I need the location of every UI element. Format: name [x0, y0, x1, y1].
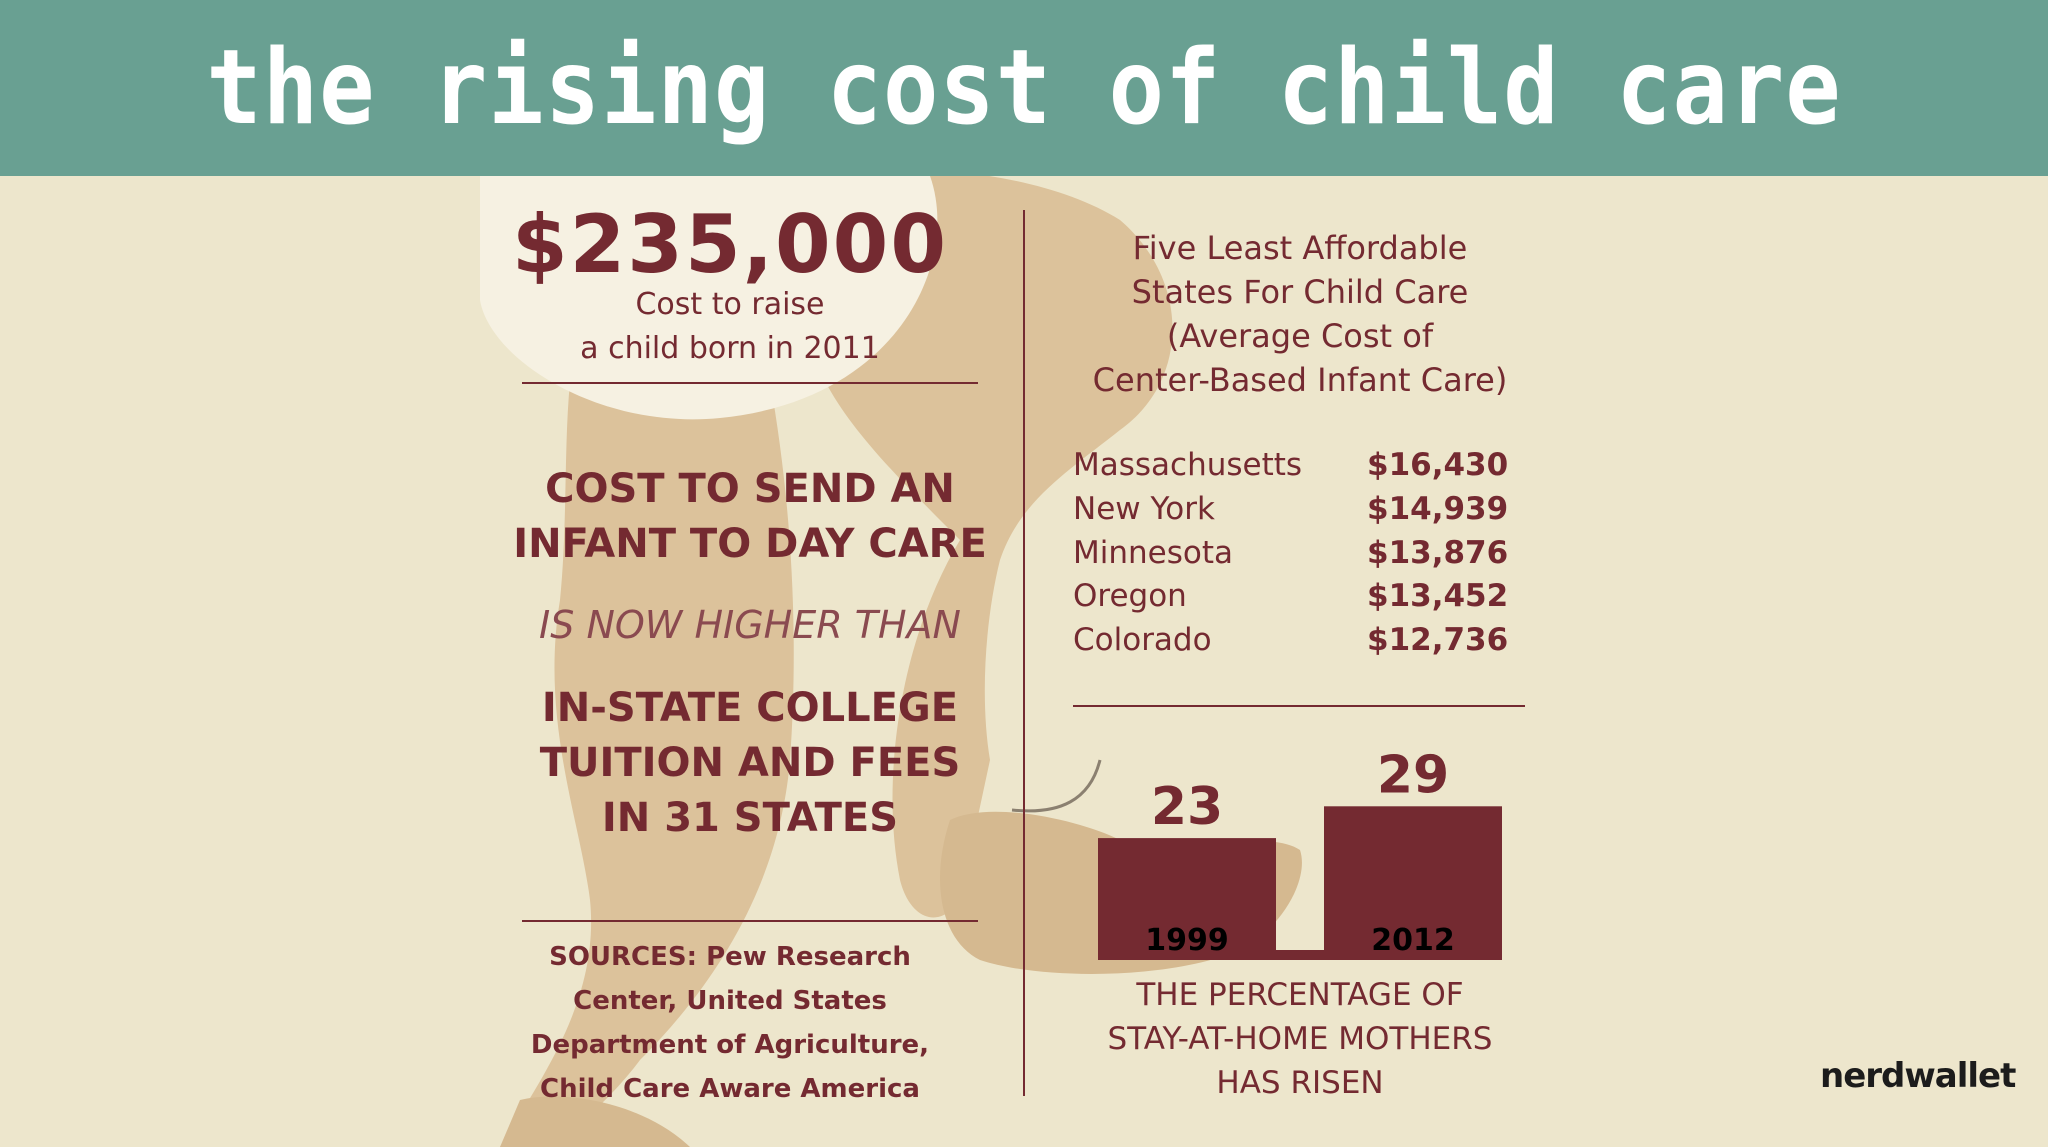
sources-line-2: Center, United States: [573, 986, 887, 1016]
state-cost: $13,452: [1367, 578, 1509, 614]
state-name: Minnesota: [1073, 535, 1233, 571]
state-name: Massachusetts: [1073, 447, 1303, 483]
cost-caption-line-1: Cost to raise: [635, 287, 825, 322]
stay-caption-line-1: THE PERCENTAGE OF: [1136, 977, 1464, 1013]
sources-line-3: Department of Agriculture,: [530, 1030, 930, 1060]
stay-caption-line-3: HAS RISEN: [1216, 1065, 1384, 1101]
left-divider-bottom: [522, 920, 978, 922]
cost-to-raise-caption: Cost to raise a child born in 2011: [520, 283, 940, 371]
baby-left-foot: [500, 1096, 690, 1147]
daycare-line-1: COST TO SEND AN: [545, 466, 955, 512]
nerdwallet-logo: nerdwallet: [1820, 1056, 2016, 1096]
states-title-line-3: (Average Cost of: [1166, 317, 1434, 355]
stay-at-home-bar-chart: 23 1999 29 2012: [1098, 745, 1502, 960]
page-title: the rising cost of child care: [206, 28, 1842, 148]
baby-left-leg: [500, 320, 794, 1147]
bar-1999: [1098, 838, 1276, 960]
states-title: Five Least Affordable States For Child C…: [1060, 226, 1540, 402]
bar-value-label: 29: [1377, 745, 1449, 805]
state-name: New York: [1073, 491, 1215, 527]
baby-diaper: [480, 176, 938, 420]
bar-category-label: 2012: [1371, 923, 1455, 958]
college-line-3: IN 31 STATES: [601, 795, 899, 841]
column-divider: [1023, 210, 1025, 1096]
sources-text: SOURCES: Pew Research Center, United Sta…: [480, 935, 980, 1111]
daycare-heading: COST TO SEND AN INFANT TO DAY CARE: [480, 462, 1020, 572]
comparison-connector: IS NOW HIGHER THAN: [539, 603, 961, 647]
stay-at-home-caption: THE PERCENTAGE OF STAY-AT-HOME MOTHERS H…: [1060, 973, 1540, 1105]
state-name: Oregon: [1073, 578, 1187, 614]
sources-line-1: SOURCES: Pew Research: [549, 942, 911, 972]
bar-value-label: 23: [1151, 777, 1223, 837]
baby-foot-curve: [1011, 759, 1102, 813]
states-title-line-2: States For Child Care: [1131, 273, 1469, 311]
state-cost: $13,876: [1367, 535, 1509, 571]
college-heading: IN-STATE COLLEGE TUITION AND FEES IN 31 …: [480, 681, 1020, 846]
state-cost: $12,736: [1367, 622, 1509, 658]
states-title-line-1: Five Least Affordable: [1132, 229, 1468, 267]
bar-2012: [1324, 806, 1502, 960]
college-line-1: IN-STATE COLLEGE: [541, 685, 959, 731]
chart-baseline: [1098, 950, 1502, 960]
baby-right-thigh: [806, 168, 1173, 918]
sources-line-4: Child Care Aware America: [540, 1074, 920, 1104]
state-cost: $16,430: [1367, 447, 1509, 483]
college-line-2: TUITION AND FEES: [539, 740, 961, 786]
cost-to-raise-amount: $235,000: [511, 198, 949, 291]
state-name: Colorado: [1073, 622, 1212, 658]
cost-caption-line-2: a child born in 2011: [580, 331, 880, 366]
left-divider-top: [522, 382, 978, 384]
bar-category-label: 1999: [1145, 923, 1229, 958]
states-title-line-4: Center-Based Infant Care): [1092, 361, 1508, 399]
state-cost: $14,939: [1367, 491, 1509, 527]
stay-caption-line-2: STAY-AT-HOME MOTHERS: [1107, 1021, 1493, 1057]
right-divider: [1073, 705, 1525, 707]
header-banner: the rising cost of child care: [0, 0, 2048, 176]
daycare-line-2: INFANT TO DAY CARE: [513, 521, 987, 567]
